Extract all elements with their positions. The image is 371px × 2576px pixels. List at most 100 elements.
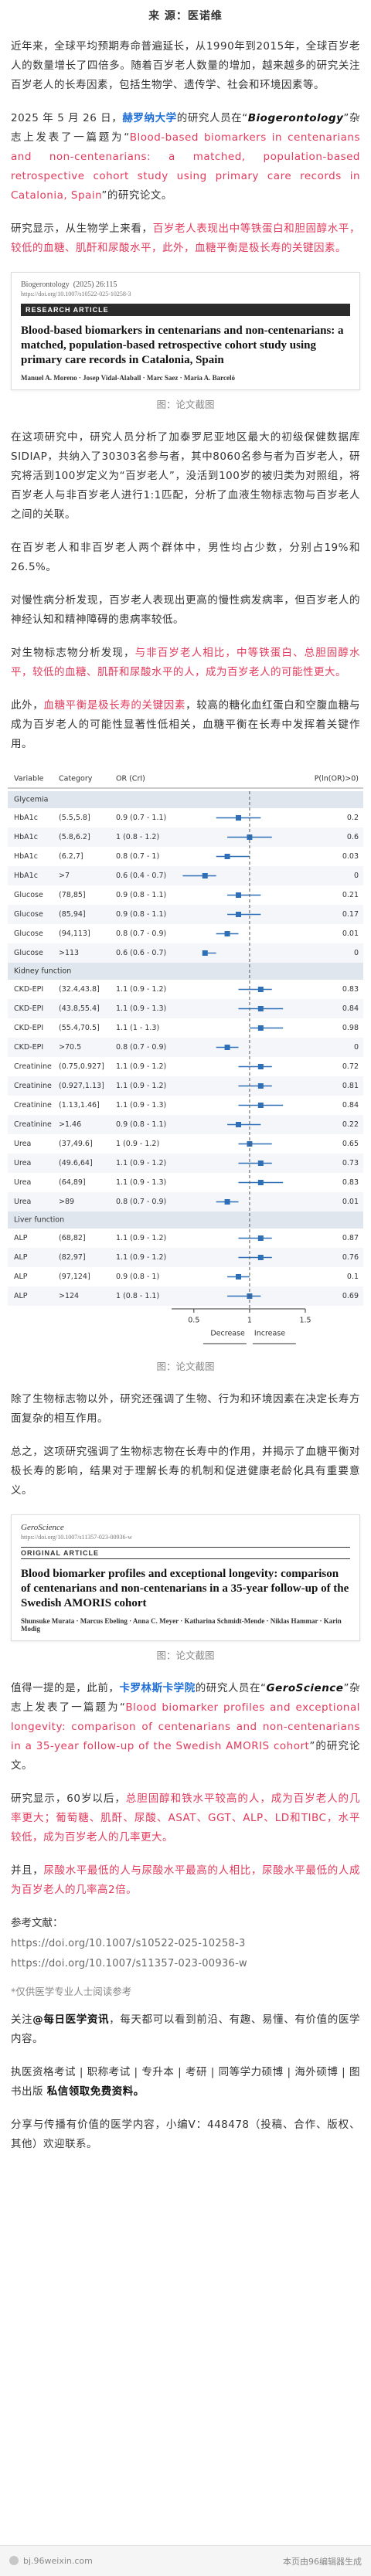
category: (43.8,55.4] [59, 1004, 100, 1013]
paragraph: 对生物标志物分析发现，与非百岁老人相比，中等铁蛋白、总胆固醇水平，较低的血糖、肌… [11, 644, 360, 682]
p-value: 0.01 [342, 1198, 359, 1206]
text-run: 在百岁老人和非百岁老人两个群体中，男性均占少数，分别占19%和26.5%。 [11, 542, 360, 573]
p-value: 0.84 [342, 1101, 359, 1110]
row-band [8, 1154, 363, 1173]
text-run: 尿酸水平最低的人与尿酸水平最高的人相比，尿酸水平最低的人成为百岁老人的几率高2倍… [11, 1864, 361, 1896]
or-marker [224, 1045, 230, 1050]
or-label: 1.1 (0.9 - 1.2) [116, 1159, 166, 1167]
or-marker [236, 892, 241, 898]
column-header: OR (CrI) [116, 775, 145, 783]
category: (32.4,43.8] [59, 985, 100, 994]
forest-plot: Variable Category OR (CrI) P(ln(OR)>0) Glyce… [8, 775, 363, 1344]
variable: ALP [14, 1234, 28, 1242]
text-run: Blood-based biomarkers in centenarians a… [11, 131, 360, 202]
text-run: 赫罗纳大学 [122, 112, 177, 124]
authors: Manuel A. Moreno · Josep Vidal-Alaball ·… [21, 374, 235, 382]
text-run: ，较高的糖化血红蛋白和空腹血糖与成为百岁老人的可能性显著性低相关，血糖平衡在长寿… [11, 699, 361, 750]
category: (85,94] [59, 910, 86, 919]
or-marker [257, 1255, 264, 1260]
text-run: 值得一提的是，此前， [11, 1682, 120, 1694]
footer-site-wrap: bj.96weixin.com [9, 2556, 93, 2566]
paragraph: 除了生物标志物以外，研究还强调了生物、行为和环境因素在决定长寿方面复杂的相互作用… [11, 1390, 360, 1429]
p-value: 0.83 [342, 985, 359, 994]
variable: Urea [14, 1178, 31, 1187]
p-value: 0.87 [342, 1234, 359, 1242]
or-label: 0.6 (0.6 - 0.7) [116, 949, 166, 957]
variable: CKD-EPI [14, 1043, 43, 1052]
variable: CKD-EPI [14, 1024, 43, 1032]
paragraph: 2025 年 5 月 26 日，赫罗纳大学的研究人员在“Biogerontolo… [11, 109, 360, 206]
variable: Creatinine [14, 1082, 52, 1090]
paragraph: 总之，这项研究强调了生物标志物在长寿中的作用，并揭示了血糖平衡对极长寿的影响，结… [11, 1443, 360, 1500]
category: (6.2,7] [59, 852, 83, 861]
caption: 图：论文截图 [156, 1650, 215, 1661]
variable: Creatinine [14, 1120, 52, 1129]
paper-screenshot: GeroScience https://doi.org/10.1007/s113… [11, 1514, 360, 1641]
text-run: ”杂志上发表了一篇题为“ [11, 1682, 361, 1714]
or-label: 0.8 (0.7 - 0.9) [116, 1198, 166, 1206]
row-band [8, 943, 363, 963]
paragraph: 研究显示，60岁以后，总胆固醇和铁水平较高的人，成为百岁老人的几率更大；葡萄糖、… [11, 1789, 360, 1847]
doi: https://doi.org/10.1007/s10522-025-10258… [21, 291, 131, 297]
row-band [8, 1038, 363, 1057]
text-run: 并且， [11, 1864, 44, 1877]
p-value: 0 [354, 872, 359, 880]
row-band [8, 1192, 363, 1212]
or-marker [236, 912, 241, 917]
row-band [8, 828, 363, 847]
p-value: 0.72 [342, 1062, 359, 1071]
category: (0.927,1.13] [59, 1082, 104, 1090]
p-value: 0.76 [342, 1253, 359, 1262]
x-tick-label: 1.5 [299, 1317, 311, 1325]
disclaimer: *仅供医学专业人士阅读参考 [11, 1986, 132, 1997]
group-band [8, 963, 363, 980]
paragraph: 值得一提的是，此前，卡罗林斯卡学院的研究人员在“GeroScience”杂志上发… [11, 1679, 360, 1776]
text-run: 的研究人员在“ [195, 1682, 267, 1694]
variable: Glucose [14, 891, 43, 899]
text-run: 分享与传播有价值的医学内容，小编V：448478（投稿、合作、版权、其他）欢迎联… [11, 2119, 360, 2150]
or-marker [257, 1006, 264, 1011]
or-marker [257, 1161, 264, 1166]
or-label: 0.8 (0.7 - 1) [116, 852, 159, 861]
p-value: 0.21 [342, 891, 359, 899]
row-band [8, 1115, 363, 1134]
journal: Biogerontology (2025) 26:115 [21, 280, 350, 289]
or-label: 0.9 (0.8 - 1.1) [116, 1120, 166, 1129]
p-value: 0.03 [342, 852, 359, 861]
category: (55.4,70.5] [59, 1024, 100, 1032]
p-value: 0.81 [342, 1082, 359, 1090]
or-marker [257, 1180, 264, 1185]
paper-title: Blood biomarker profiles and exceptional… [21, 1568, 349, 1609]
p-value: 0.22 [342, 1120, 359, 1129]
text-run: GeroScience [266, 1682, 344, 1694]
paragraph: 近年来，全球平均预期寿命普遍延长，从1990年到2015年，全球百岁老人的数量增… [11, 37, 360, 95]
category: >70.5 [59, 1043, 81, 1052]
paper-title: Blood-based biomarkers in centenarians a… [21, 325, 344, 366]
p-value: 0.01 [342, 929, 359, 938]
or-label: 1.1 (0.9 - 1.2) [116, 1234, 166, 1242]
text-run: ”的研究论文。 [101, 189, 172, 202]
category: (49.6,64] [59, 1159, 93, 1167]
paragraph: 在百岁老人和非百岁老人两个群体中，男性均占少数，分别占19%和26.5%。 [11, 539, 360, 577]
contact: 分享与传播有价值的医学内容，小编V：448478（投稿、合作、版权、其他）欢迎联… [11, 2116, 360, 2154]
variable: HbA1c [14, 833, 38, 841]
journal: GeroScience [21, 1523, 64, 1532]
or-label: 1.1 (0.9 - 1.2) [116, 1253, 166, 1262]
or-label: 1 (0.8 - 1.1) [116, 1292, 159, 1300]
p-value: 0.83 [342, 1178, 359, 1187]
or-label: 0.6 (0.4 - 0.7) [116, 872, 166, 880]
variable: Creatinine [14, 1062, 52, 1071]
text-run: 除了生物标志物以外，研究还强调了生物、行为和环境因素在决定长寿方面复杂的相互作用… [11, 1393, 360, 1425]
or-marker [224, 931, 230, 936]
paragraph: 此外，血糖平衡是极长寿的关键因素，较高的糖化血红蛋白和空腹血糖与成为百岁老人的可… [11, 696, 360, 754]
caption: 图：论文截图 [156, 1361, 215, 1372]
column-header: Variable [14, 775, 44, 783]
p-value: 0 [354, 1043, 359, 1052]
footer: bj.96weixin.com 本页由96编辑器生成 [0, 2545, 371, 2576]
source: 来 源：医诺维 [148, 10, 223, 22]
variable: HbA1c [14, 814, 38, 822]
p-value: 0.65 [342, 1140, 359, 1148]
or-marker [224, 854, 230, 859]
category: (68,82] [59, 1234, 86, 1242]
variable: Glucose [14, 910, 43, 919]
